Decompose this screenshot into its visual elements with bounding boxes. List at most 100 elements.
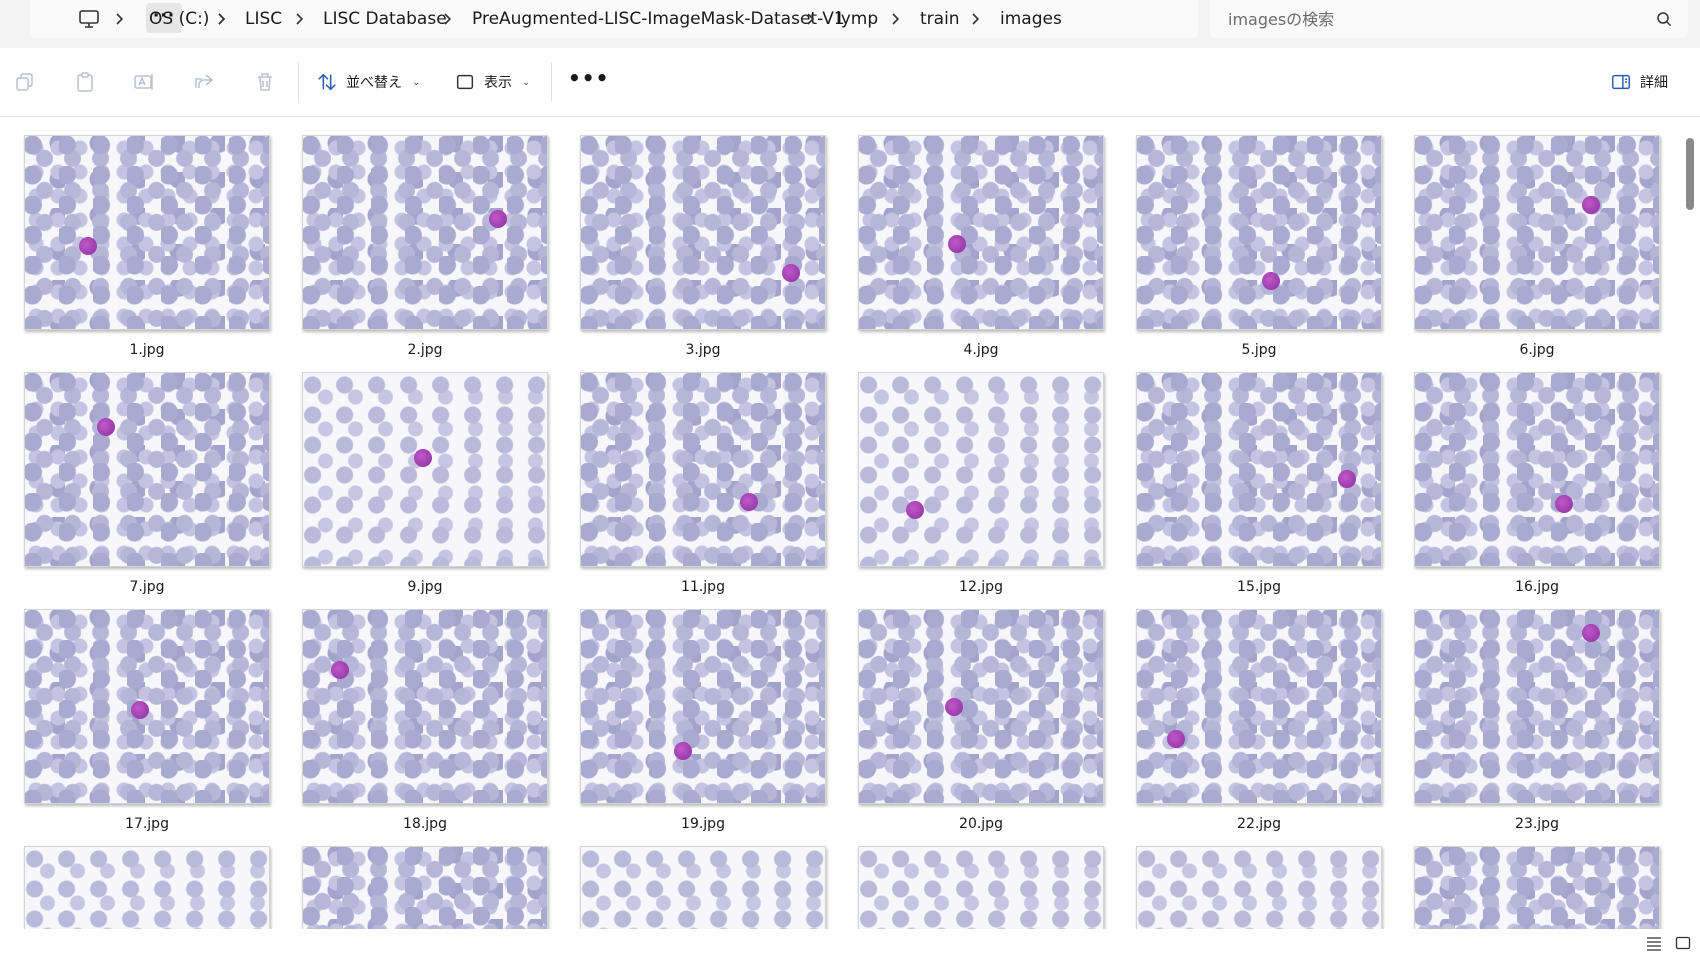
file-thumbnail[interactable] <box>1136 846 1382 929</box>
chevron-right-icon[interactable] <box>890 9 902 29</box>
stained-cell <box>1167 730 1186 749</box>
this-pc-icon[interactable] <box>78 8 100 30</box>
paste-icon[interactable] <box>73 70 97 94</box>
stained-cell <box>1581 196 1600 215</box>
file-thumbnail[interactable] <box>1136 135 1382 330</box>
file-thumbnail[interactable] <box>1136 609 1382 804</box>
separator <box>551 62 552 102</box>
status-bar <box>0 930 1700 956</box>
details-view-icon[interactable] <box>1646 935 1662 951</box>
search-icon[interactable] <box>1655 10 1673 28</box>
stained-cell <box>130 701 149 720</box>
stained-cell <box>674 741 693 760</box>
file-thumbnail[interactable] <box>858 609 1104 804</box>
file-thumbnail[interactable] <box>580 372 826 567</box>
chevron-right-icon[interactable] <box>970 9 982 29</box>
breadcrumb-dataset[interactable]: PreAugmented-LISC-ImageMask-Dataset-V1 <box>472 9 845 29</box>
chevron-right-icon[interactable] <box>805 9 817 29</box>
address-bar[interactable]: ··· OS (C:) LISC LISC Database PreAugmen… <box>30 0 1198 38</box>
stained-cell <box>947 235 966 254</box>
stained-cell <box>945 697 964 716</box>
file-thumbnail[interactable] <box>302 372 548 567</box>
chevron-down-icon: ⌄ <box>522 76 531 88</box>
file-name: 9.jpg <box>407 579 443 595</box>
file-thumbnail[interactable] <box>24 609 270 804</box>
stained-cell <box>906 501 925 520</box>
file-thumbnail[interactable] <box>858 135 1104 330</box>
file-thumbnail[interactable] <box>1136 372 1382 567</box>
file-thumbnail[interactable] <box>580 135 826 330</box>
stained-cell <box>413 448 432 467</box>
file-thumbnail[interactable] <box>302 846 548 929</box>
copy-icon[interactable] <box>13 70 37 94</box>
sort-icon <box>318 73 336 91</box>
breadcrumb-images[interactable]: images <box>1000 9 1062 29</box>
file-name: 19.jpg <box>681 816 725 832</box>
search-box[interactable] <box>1210 0 1688 38</box>
file-thumbnail[interactable] <box>1414 846 1660 929</box>
file-thumbnail[interactable] <box>1414 372 1660 567</box>
file-grid: 1.jpg 2.jpg 3.jpg 4.jpg 5.jpg 6.jpg 7.jpg 9.jpg… <box>0 117 1684 929</box>
command-bar: 並べ替え ⌄ 表示 ⌄ ••• 詳細 <box>0 48 1700 117</box>
stained-cell <box>330 660 349 679</box>
file-thumbnail[interactable] <box>302 609 548 804</box>
stained-cell <box>1554 495 1573 514</box>
file-thumbnail[interactable] <box>1414 135 1660 330</box>
stained-cell <box>489 209 508 228</box>
large-icons-view-icon[interactable] <box>1675 935 1691 951</box>
view-button[interactable]: 表示 ⌄ <box>454 66 530 98</box>
chevron-right-icon[interactable] <box>294 9 306 29</box>
file-name: 15.jpg <box>1237 579 1281 595</box>
file-name: 1.jpg <box>129 342 165 358</box>
details-label: 詳細 <box>1640 75 1668 91</box>
file-thumbnail[interactable] <box>858 846 1104 929</box>
stained-cell <box>1262 271 1281 290</box>
chevron-right-icon[interactable] <box>114 9 126 29</box>
rename-icon[interactable] <box>132 70 156 94</box>
breadcrumb-lisc-database[interactable]: LISC Database <box>323 9 447 29</box>
sort-label: 並べ替え <box>346 75 402 91</box>
file-name: 5.jpg <box>1241 342 1277 358</box>
chevron-right-icon[interactable] <box>442 9 454 29</box>
breadcrumb-lymp[interactable]: lymp <box>836 9 879 29</box>
breadcrumb-drive[interactable]: OS (C:) <box>149 9 210 29</box>
details-pane-button[interactable]: 詳細 <box>1610 66 1668 98</box>
delete-icon[interactable] <box>253 70 277 94</box>
stained-cell <box>740 493 759 512</box>
file-name: 4.jpg <box>963 342 999 358</box>
more-options-button[interactable]: ••• <box>568 66 610 90</box>
share-icon[interactable] <box>192 70 216 94</box>
file-thumbnail[interactable] <box>302 135 548 330</box>
breadcrumb-train[interactable]: train <box>920 9 960 29</box>
file-thumbnail[interactable] <box>24 372 270 567</box>
file-thumbnail[interactable] <box>858 372 1104 567</box>
file-name: 17.jpg <box>125 816 169 832</box>
file-thumbnail[interactable] <box>580 846 826 929</box>
file-thumbnail[interactable] <box>24 846 270 929</box>
file-name: 23.jpg <box>1515 816 1559 832</box>
sort-button[interactable]: 並べ替え ⌄ <box>316 66 420 98</box>
file-name: 2.jpg <box>407 342 443 358</box>
file-name: 11.jpg <box>681 579 725 595</box>
details-pane-icon <box>1612 74 1630 90</box>
breadcrumb-overflow-button[interactable]: ··· <box>146 3 182 33</box>
file-name: 20.jpg <box>959 816 1003 832</box>
stained-cell <box>1581 624 1600 643</box>
file-thumbnail[interactable] <box>24 135 270 330</box>
file-thumbnail[interactable] <box>1414 609 1660 804</box>
separator <box>298 62 299 102</box>
view-label: 表示 <box>484 75 512 91</box>
search-input[interactable] <box>1228 8 1628 30</box>
file-thumbnail[interactable] <box>580 609 826 804</box>
file-name: 3.jpg <box>685 342 721 358</box>
chevron-right-icon[interactable] <box>216 9 228 29</box>
file-name: 16.jpg <box>1515 579 1559 595</box>
file-name: 6.jpg <box>1519 342 1555 358</box>
stained-cell <box>79 237 98 255</box>
vertical-scrollbar[interactable] <box>1686 138 1694 210</box>
breadcrumb-lisc[interactable]: LISC <box>245 9 283 29</box>
view-icon <box>456 74 474 90</box>
stained-cell <box>96 418 115 437</box>
file-name: 18.jpg <box>403 816 447 832</box>
file-name: 7.jpg <box>129 579 165 595</box>
